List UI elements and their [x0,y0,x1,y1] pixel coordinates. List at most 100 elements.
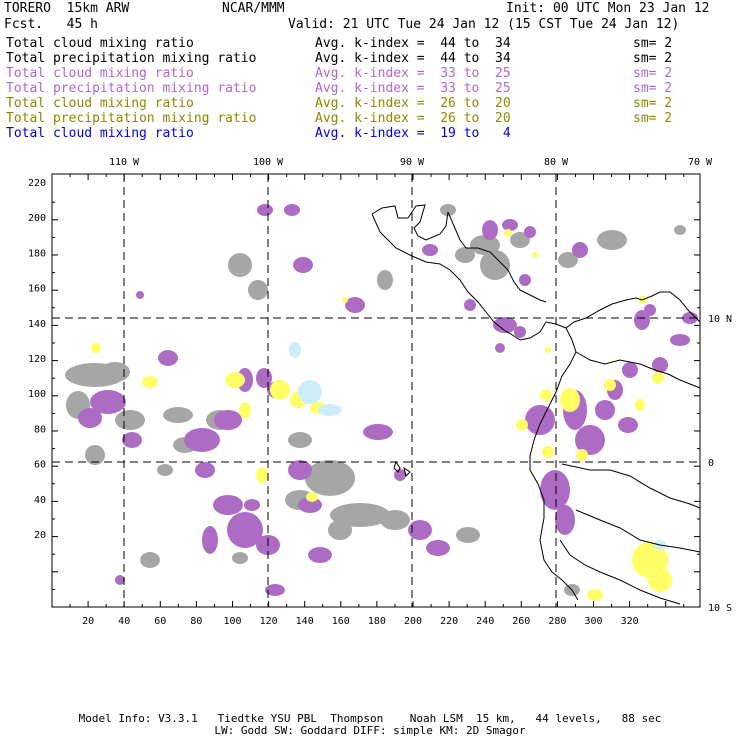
mixing-ratio-fields [65,204,698,601]
legend-kindex: Avg. k-index = 26 to 20 [315,111,511,126]
purple-cloud-region [158,350,178,366]
gray-cloud-region [157,464,173,476]
yellow-cloud-region [239,402,251,418]
purple-cloud-region [293,257,313,273]
legend-kindex: Avg. k-index = 19 to 4 [315,126,511,141]
coastline [575,509,701,553]
purple-cloud-region [540,470,570,510]
gray-cloud-region [248,280,268,300]
physics-info-line: LW: Godd SW: Goddard DIFF: simple KM: 2D… [214,724,526,737]
legend-field: Total cloud mixing ratio [6,126,194,141]
axis-labels: 110 W 100 W 90 W 80 W 70 W 10 N 0 10 S 20 40 60 80 1… [28,157,732,627]
longitude-label: 100 W [253,157,284,168]
yellow-cloud-region [545,347,551,353]
coastline [559,539,681,605]
x-tick-label: 240 [476,616,494,627]
coastline [371,204,449,241]
purple-cloud-region [345,297,365,313]
legend-sm: sm= 2 [633,96,673,111]
purple-cloud-region [670,334,690,346]
legend-field: Total precipitation mixing ratio [6,111,257,126]
longitude-label: 110 W [109,157,140,168]
longitude-label: 70 W [688,157,713,168]
y-tick-label: 160 [28,284,46,295]
model-info-line: Model Info: V3.3.1 Tiedtke YSU PBL Thomp… [78,712,662,725]
yellow-cloud-region [560,388,580,412]
model-title: TORERO 15km ARW [4,1,130,16]
purple-cloud-region [502,219,518,231]
forecast-hour: Fcst. 45 h [4,17,98,32]
map-border [51,173,701,608]
purple-cloud-region [514,326,526,338]
y-tick-label: 20 [34,530,46,541]
yellow-cloud-region [576,449,588,461]
y-tick-label: 40 [34,495,46,506]
legend-sm: sm= 2 [633,51,673,66]
yellow-cloud-region [652,372,664,384]
yellow-cloud-region [270,380,290,400]
purple-cloud-region [426,540,450,556]
legend-field: Total cloud mixing ratio [6,36,194,51]
legend-sm: sm= 2 [633,66,673,81]
legend-field: Total cloud mixing ratio [6,96,194,111]
yellow-cloud-region [342,297,348,303]
purple-cloud-region [572,242,588,258]
yellow-cloud-region [532,252,538,258]
gray-cloud-region [85,445,105,465]
coastline [447,211,547,303]
purple-cloud-region [257,204,273,216]
purple-cloud-region [394,469,406,481]
purple-cloud-region [408,520,432,540]
plot-frame [51,173,701,608]
purple-cloud-region [213,495,243,515]
purple-cloud-region [244,499,260,511]
longitude-label: 80 W [544,157,569,168]
legend-kindex: Avg. k-index = 33 to 25 [315,81,511,96]
gray-cloud-region [558,252,578,268]
gray-cloud-region [328,520,352,540]
legend-kindex: Avg. k-index = 26 to 20 [315,96,511,111]
legend-sm: sm= 2 [633,111,673,126]
gray-cloud-region [115,410,145,430]
yellow-cloud-region [542,446,554,458]
legend-sm: sm= 2 [633,81,673,96]
longitude-label: 90 W [400,157,425,168]
x-tick-label: 100 [223,616,241,627]
yellow-cloud-region [604,379,616,391]
lightblue-cloud-region [298,380,322,404]
legend-kindex: Avg. k-index = 44 to 34 [315,36,511,51]
gray-cloud-region [100,362,130,382]
lat-lon-grid [52,174,700,607]
gray-cloud-region [232,552,248,564]
x-tick-label: 300 [584,616,602,627]
gray-cloud-region [510,232,530,248]
x-tick-label: 140 [296,616,314,627]
y-tick-label: 200 [28,213,46,224]
gray-cloud-region [674,225,686,235]
purple-cloud-region [202,526,218,554]
purple-cloud-region [214,410,242,430]
coastline [575,351,701,389]
purple-cloud-region [78,408,102,428]
y-tick-label: 220 [28,178,46,189]
y-tick-label: 180 [28,248,46,259]
purple-cloud-region [495,343,505,353]
purple-cloud-region [363,424,393,440]
legend-field: Total precipitation mixing ratio [6,51,257,66]
lightblue-cloud-region [318,404,342,416]
coastline [403,466,411,477]
x-tick-label: 220 [440,616,458,627]
purple-cloud-region [195,462,215,478]
gray-cloud-region [480,250,510,280]
purple-cloud-region [595,400,615,420]
x-tick-label: 180 [368,616,386,627]
x-tick-label: 120 [260,616,278,627]
gray-cloud-region [377,270,393,290]
yellow-cloud-region [504,229,512,237]
purple-cloud-region [115,575,125,585]
purple-cloud-region [265,584,285,596]
coastline [529,327,579,601]
gray-cloud-region [470,235,500,255]
yellow-cloud-region [648,568,672,592]
coastline [561,463,701,509]
